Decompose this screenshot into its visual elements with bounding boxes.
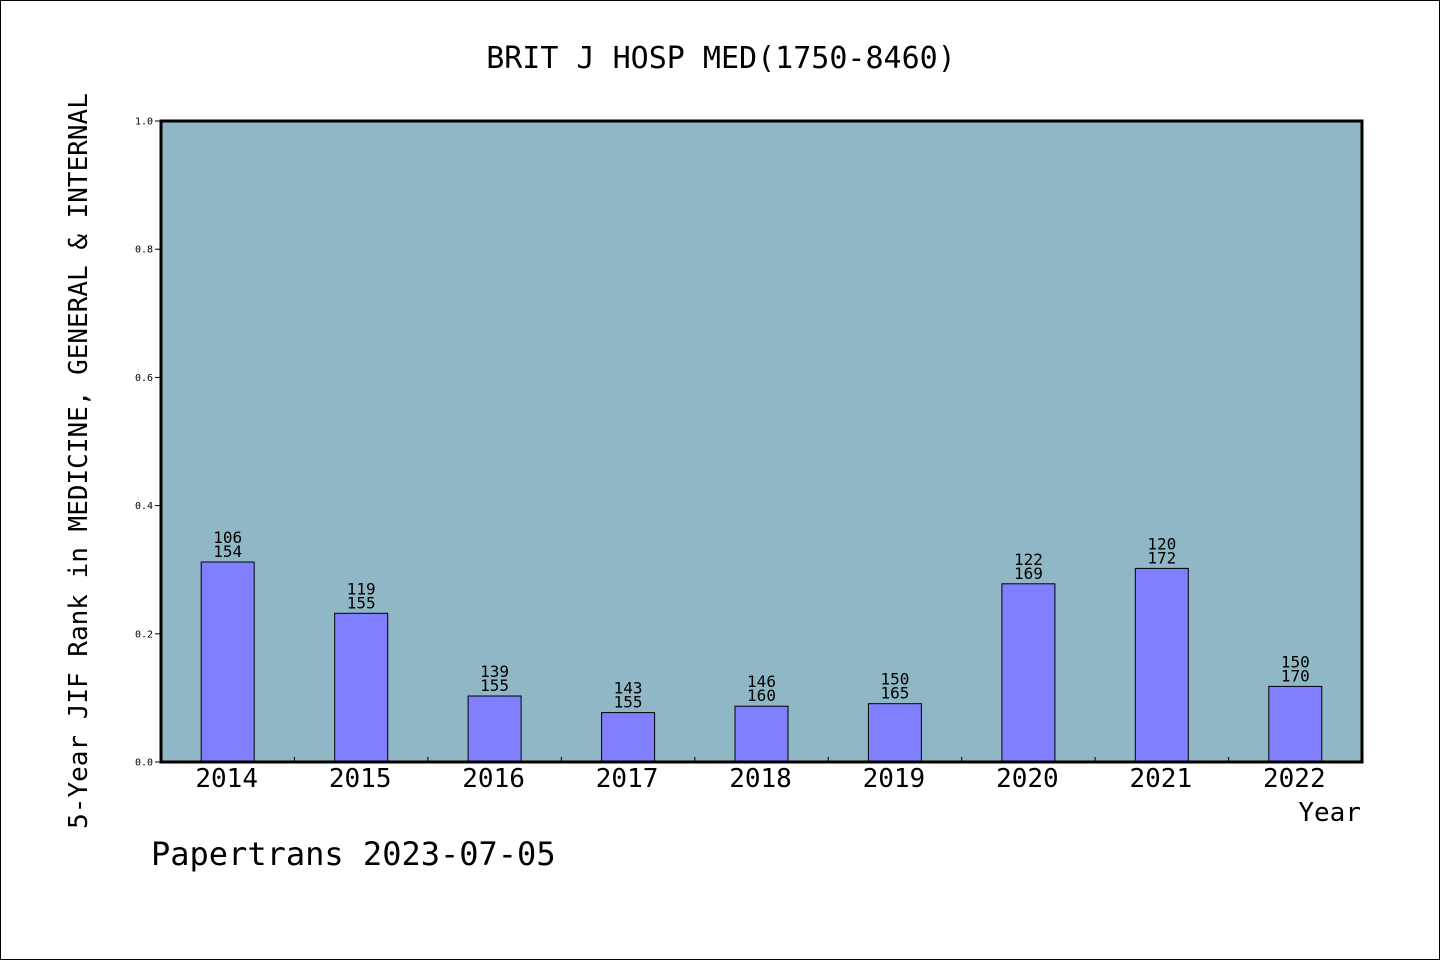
bar-label-rank-2020: 122: [1014, 550, 1043, 569]
y-axis-label: 5-Year JIF Rank in MEDICINE, GENERAL & I…: [64, 93, 94, 829]
bar-label-rank-2019: 150: [880, 670, 909, 689]
bar-2016: [467, 695, 522, 763]
x-tick-label-2017: 2017: [596, 764, 659, 794]
plot-border: [159, 119, 1364, 764]
y-tick-label-0.8: 0.8: [135, 245, 153, 256]
bar-label-rank-2014: 106: [213, 528, 242, 547]
bar-2015: [334, 612, 389, 763]
bar-label-total-2014: 154: [213, 542, 242, 561]
bar-label-total-2021: 172: [1147, 548, 1176, 567]
bar-label-total-2022: 170: [1281, 666, 1310, 685]
bar-label-rank-2015: 119: [347, 579, 376, 598]
x-tick-label-2021: 2021: [1129, 764, 1192, 794]
x-tick-label-2020: 2020: [996, 764, 1059, 794]
bar-label-rank-2022: 150: [1281, 652, 1310, 671]
x-tick-label-2016: 2016: [462, 764, 525, 794]
x-axis-label: Year: [1298, 798, 1361, 828]
chart-title: BRIT J HOSP MED(1750-8460): [486, 41, 956, 76]
bar-label-total-2019: 165: [880, 684, 909, 703]
bar-label-rank-2021: 120: [1147, 534, 1176, 553]
bar-2017: [601, 712, 656, 763]
x-tick-label-2015: 2015: [329, 764, 392, 794]
bar-label-total-2015: 155: [347, 593, 376, 612]
bar-label-total-2020: 169: [1014, 564, 1043, 583]
bar-2020: [1001, 583, 1056, 763]
bar-label-rank-2016: 139: [480, 662, 509, 681]
x-tick-label-2019: 2019: [863, 764, 926, 794]
bar-label-total-2016: 155: [480, 676, 509, 695]
bar-2014: [200, 561, 255, 763]
bar-2019: [867, 703, 922, 763]
bar-label-total-2017: 155: [614, 693, 643, 712]
footer-credit: Papertrans 2023-07-05: [151, 835, 556, 873]
y-tick-label-0.0: 0.0: [135, 758, 153, 769]
y-tick-label-0.4: 0.4: [135, 501, 153, 512]
bar-label-rank-2018: 146: [747, 672, 776, 691]
y-axis-ticks: 0.0 0.2 0.4 0.6 0.8 1.0: [135, 117, 161, 769]
bar-label-rank-2017: 143: [614, 679, 643, 698]
bar-2021: [1134, 567, 1189, 763]
bar-2018: [734, 705, 789, 763]
y-tick-label-0.2: 0.2: [135, 629, 153, 640]
bars-group: [200, 561, 1323, 763]
bar-2022: [1268, 685, 1323, 763]
x-tick-label-2014: 2014: [195, 764, 258, 794]
bar-label-total-2018: 160: [747, 686, 776, 705]
x-axis-ticks: 2014 2015 2016 2017 2018 2019 2020 2021 2022: [195, 757, 1326, 794]
y-tick-label-0.6: 0.6: [135, 373, 153, 384]
x-tick-label-2018: 2018: [729, 764, 792, 794]
x-tick-label-2022: 2022: [1263, 764, 1326, 794]
y-tick-label-1.0: 1.0: [135, 117, 153, 128]
